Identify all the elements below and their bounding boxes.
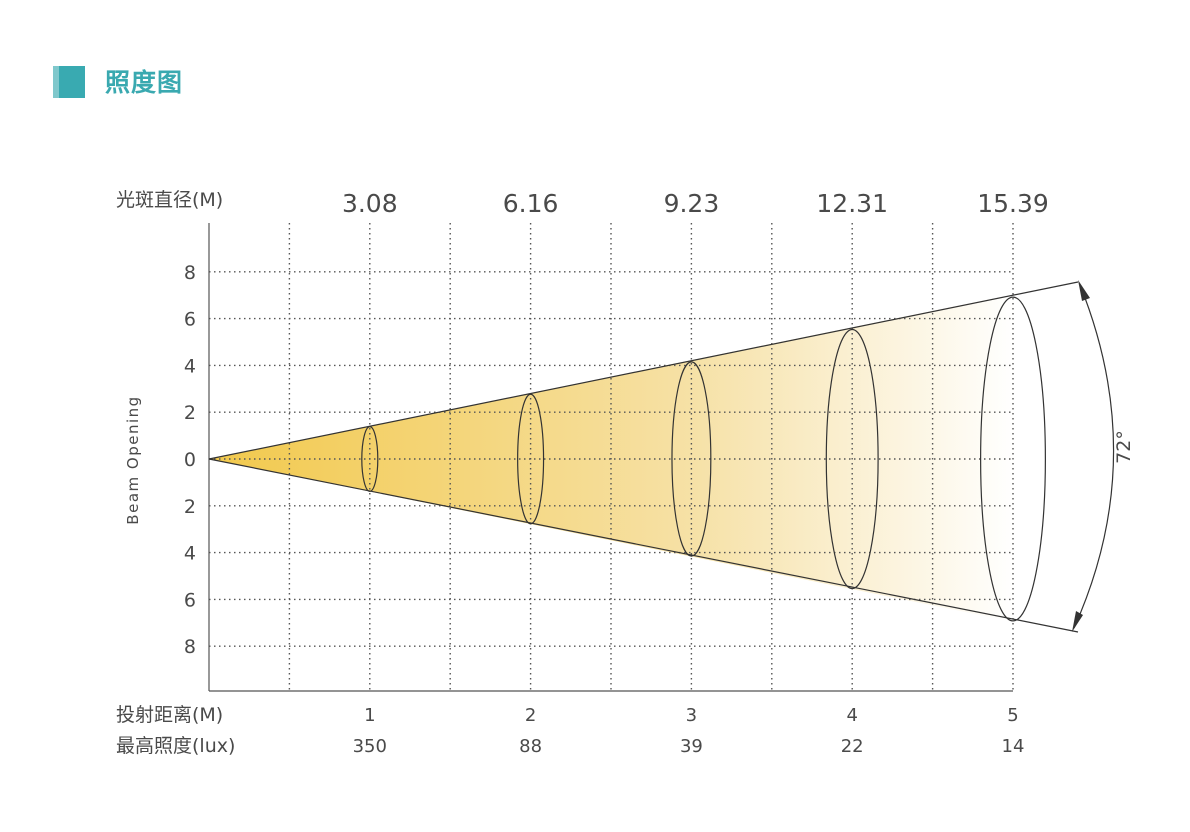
- y-tick-label: 6: [184, 309, 196, 331]
- beam-edge-lower: [208, 458, 1079, 633]
- angle-arc: [1073, 284, 1115, 629]
- section-marker-icon: [53, 66, 85, 98]
- y-tick-label: 6: [184, 589, 196, 611]
- beam-spot-ellipse: [825, 328, 879, 590]
- distance-label: 4: [846, 705, 857, 726]
- beam-spot-ellipse: [671, 361, 712, 557]
- angle-label: 72°: [1113, 430, 1135, 464]
- illuminance-label: 350: [353, 736, 387, 757]
- illuminance-label: 22: [841, 736, 864, 757]
- beam-spot-ellipse: [980, 296, 1046, 622]
- diameter-label: 3.08: [342, 189, 398, 218]
- beam-edge-upper: [208, 281, 1079, 460]
- y-tick-label: 4: [184, 355, 196, 377]
- angle-arrow-top: [1078, 280, 1090, 301]
- angle-arrow-bottom: [1072, 611, 1083, 632]
- diameter-label: 9.23: [664, 189, 720, 218]
- top-axis-title: 光斑直径(M): [116, 189, 223, 211]
- illuminance-row-title: 最高照度(lux): [116, 735, 235, 757]
- distance-label: 5: [1007, 705, 1018, 726]
- distance-label: 3: [686, 705, 697, 726]
- y-tick-label: 8: [184, 262, 196, 284]
- diameter-label: 15.39: [977, 189, 1049, 218]
- y-tick-label: 8: [184, 636, 196, 658]
- diameter-label: 12.31: [816, 189, 888, 218]
- distance-row-title: 投射距离(M): [116, 704, 223, 726]
- y-axis-title: Beam Opening: [124, 395, 142, 524]
- distance-label: 2: [525, 705, 536, 726]
- diameter-label: 6.16: [503, 189, 559, 218]
- beam-spot-ellipse: [517, 393, 545, 525]
- beam-spot-ellipse: [361, 426, 379, 492]
- illuminance-label: 14: [1002, 736, 1025, 757]
- y-tick-label: 4: [184, 543, 196, 565]
- y-tick-label: 2: [184, 402, 196, 424]
- beam-fill: [209, 294, 1015, 622]
- illuminance-label: 39: [680, 736, 703, 757]
- illuminance-label: 88: [519, 736, 542, 757]
- y-tick-label: 0: [184, 449, 196, 471]
- distance-label: 1: [364, 705, 375, 726]
- section-title: 照度图: [105, 68, 184, 97]
- y-tick-label: 2: [184, 496, 196, 518]
